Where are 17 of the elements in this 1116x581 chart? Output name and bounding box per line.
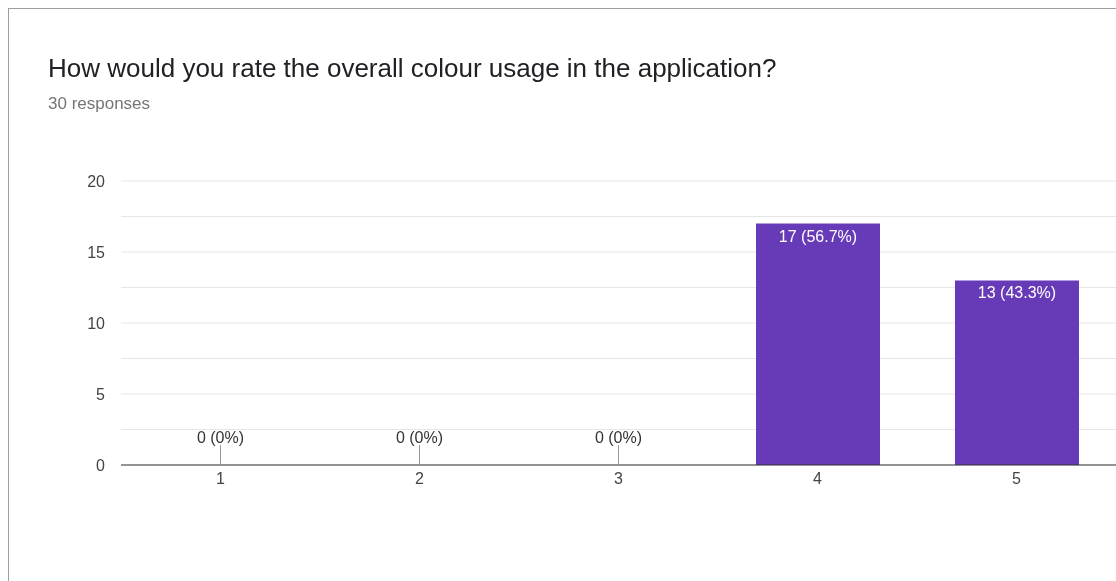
x-tick-label: 2 [415,470,425,488]
y-tick-label: 10 [87,314,106,332]
data-label: 17 (56.7%) [778,227,858,245]
x-tick-label: 3 [614,470,624,488]
data-label: 13 (43.3%) [977,284,1057,302]
y-tick-label: 15 [87,243,106,261]
y-tick-label: 0 [96,456,106,474]
data-label: 0 (0%) [594,429,643,446]
x-tick-label: 1 [216,470,226,488]
y-tick-label: 20 [87,172,106,190]
chart-subtitle: 30 responses [48,94,151,114]
data-label: 0 (0%) [395,429,444,446]
data-label: 0 (0%) [196,429,245,446]
x-tick-label: 5 [1012,470,1022,488]
x-tick-label: 4 [813,470,823,488]
chart-title: How would you rate the overall colour usage in the application? [48,53,777,84]
y-tick-label: 5 [96,385,106,403]
